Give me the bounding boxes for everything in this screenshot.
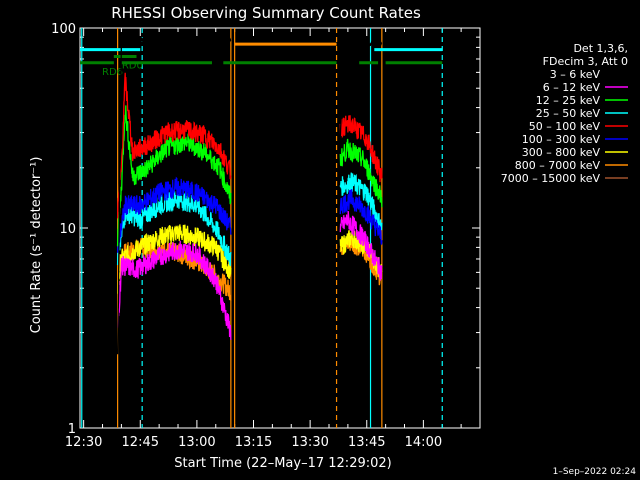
series-line [116,190,232,267]
legend-header-line-1: Det 1,3,6, [573,42,628,55]
x-tick-label: 14:00 [405,435,442,450]
footer-date: 1–Sep–2022 02:24 [553,467,637,477]
y-tick-label: 1 [68,422,76,437]
series-line [339,39,383,140]
legend-entry-label: 50 – 100 keV [529,120,601,133]
flag-bar-label: RD6 [102,67,123,78]
legend-entry-label: 25 – 50 keV [536,107,601,120]
legend-entry-label: 3 – 6 keV [550,68,601,81]
y-tick-label: 100 [51,22,76,37]
legend-entry-label: 12 – 25 keV [536,94,601,107]
legend-header-line-2: FDecim 3, Att 0 [543,55,628,68]
plot-area: 1 10 100 12:30 12:45 13:00 13:15 13:30 13:45 14:0… [51,22,481,450]
legend-entry-label: 6 – 12 keV [543,81,601,94]
series-line [116,176,232,253]
series-line [116,105,232,247]
x-tick-label: 13:00 [178,435,215,450]
x-tick-label: 13:45 [348,435,385,450]
x-tick-label: 13:15 [235,435,272,450]
x-tick-label: 13:30 [291,435,328,450]
y-axis-label: Count Rate (s⁻¹ detector⁻¹) [29,157,44,334]
series-line [339,138,383,208]
legend-entry-label: 800 – 7000 keV [515,159,601,172]
series-line [339,211,383,282]
legend-entry-label: 100 – 300 keV [522,133,601,146]
x-tick-label: 12:45 [122,435,159,450]
series-line [117,240,232,340]
series-line [339,189,383,245]
series-line [116,34,232,355]
flag-bar-label: RD0 [122,61,143,72]
legend-entry-label: 300 – 800 keV [522,146,601,159]
x-tick-label: 12:30 [65,435,102,450]
series-line [339,172,383,232]
legend-entry-label: 7000 – 15000 keV [501,172,601,185]
chart-title: RHESSI Observing Summary Count Rates [111,4,421,22]
series-line [339,115,383,183]
y-tick-label: 10 [59,222,76,237]
series-line [116,224,232,294]
x-axis-label: Start Time (22–May–17 12:29:02) [174,456,391,471]
series-line [116,72,232,219]
